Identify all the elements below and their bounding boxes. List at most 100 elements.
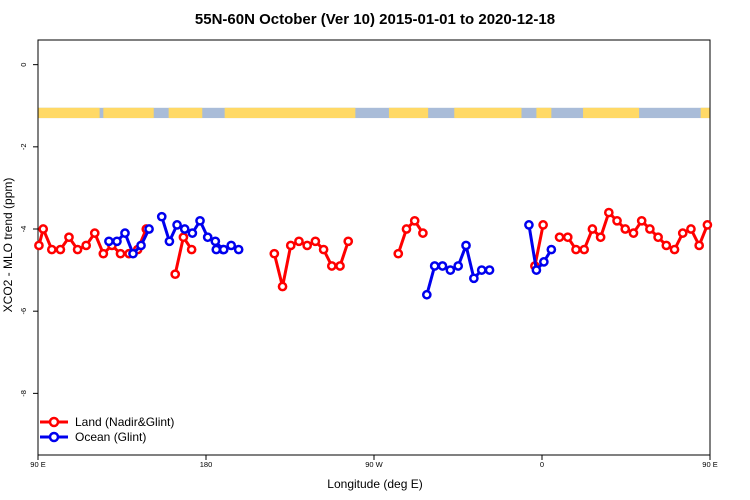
data-point <box>524 220 534 230</box>
data-point <box>170 269 181 280</box>
data-point <box>595 232 606 243</box>
data-point <box>98 248 109 259</box>
y-axis: 0 -2 -4 -6 -8 <box>19 63 38 397</box>
data-point <box>335 261 345 271</box>
data-point <box>453 261 464 271</box>
data-point <box>587 224 598 234</box>
y-axis-label: XCO2 - MLO trend (ppm) <box>1 178 15 313</box>
data-point <box>81 240 92 251</box>
data-point <box>702 220 713 230</box>
y-tick-label: -6 <box>19 308 28 315</box>
data-point <box>579 244 590 255</box>
y-tick-label: -8 <box>19 390 28 397</box>
data-point <box>677 228 688 238</box>
data-point <box>104 236 114 247</box>
data-point <box>661 240 672 251</box>
data-point <box>538 220 548 230</box>
data-point <box>401 224 412 234</box>
data-point <box>211 244 222 255</box>
land-band-segment <box>168 107 203 119</box>
data-point <box>653 232 663 243</box>
x-tick-label: 90 E <box>30 460 45 469</box>
data-point <box>612 215 622 226</box>
data-point <box>531 265 542 275</box>
ocean-series <box>104 211 557 300</box>
land-band-segment <box>583 107 640 119</box>
data-point <box>461 240 471 251</box>
data-point <box>269 248 280 259</box>
data-point <box>294 236 304 247</box>
data-point <box>120 228 130 238</box>
data-point <box>393 248 404 259</box>
data-point <box>409 215 420 226</box>
x-tick-label: 90 W <box>365 460 383 469</box>
ocean-band <box>38 107 710 119</box>
data-point <box>636 215 647 226</box>
data-point <box>620 224 631 234</box>
data-point <box>195 215 205 226</box>
data-point <box>89 228 100 238</box>
data-point <box>38 224 49 234</box>
data-point <box>343 236 354 247</box>
legend-ocean-marker <box>48 431 60 443</box>
data-point <box>156 211 167 222</box>
legend: Land (Nadir&Glint) Ocean (Glint) <box>40 415 174 444</box>
data-point <box>562 232 573 243</box>
y-tick-label: 0 <box>19 63 28 67</box>
land-band-segment <box>38 107 100 119</box>
data-point <box>310 236 321 247</box>
data-point <box>144 224 154 234</box>
legend-land-label: Land (Nadir&Glint) <box>75 415 174 429</box>
data-point <box>187 228 198 238</box>
data-point <box>484 265 495 275</box>
data-point <box>694 240 705 251</box>
land-band-segment <box>388 107 429 119</box>
data-point <box>55 244 66 255</box>
data-point <box>202 232 213 243</box>
data-point <box>128 248 138 259</box>
data-point <box>186 244 197 255</box>
land-band-segment <box>700 107 710 119</box>
data-point <box>421 289 432 300</box>
data-point <box>437 261 448 271</box>
data-point <box>445 265 456 275</box>
data-point <box>302 240 313 251</box>
data-point <box>554 232 565 243</box>
data-point <box>210 236 221 247</box>
data-point <box>476 265 487 275</box>
data-point <box>546 244 557 255</box>
land-band-segment <box>536 107 552 119</box>
series-line <box>396 219 425 255</box>
data-point <box>686 224 696 234</box>
land-band-segment <box>224 107 356 119</box>
x-tick-label: 90 E <box>702 460 717 469</box>
legend-land-marker <box>48 416 60 428</box>
data-point <box>318 244 329 255</box>
y-tick-label: -2 <box>19 143 28 150</box>
data-point <box>34 240 44 251</box>
data-point <box>285 240 296 251</box>
data-point <box>429 261 440 271</box>
x-axis-label: Longitude (deg E) <box>327 477 422 491</box>
data-point <box>46 244 57 255</box>
legend-ocean-label: Ocean (Glint) <box>75 430 146 444</box>
data-point <box>115 248 126 259</box>
data-point <box>172 220 182 230</box>
data-point <box>233 244 244 255</box>
data-point <box>469 273 479 284</box>
data-point <box>136 240 146 251</box>
data-point <box>571 244 581 255</box>
series-line <box>173 235 193 275</box>
data-point <box>179 224 190 234</box>
x-tick-label: 0 <box>540 460 544 469</box>
data-point <box>226 240 237 251</box>
data-point <box>669 244 680 255</box>
land-series <box>34 207 713 292</box>
data-point <box>218 244 229 255</box>
data-point <box>112 236 122 247</box>
series-line <box>527 224 553 272</box>
series-layer <box>34 207 713 300</box>
data-point <box>164 236 175 247</box>
data-point <box>645 224 655 234</box>
